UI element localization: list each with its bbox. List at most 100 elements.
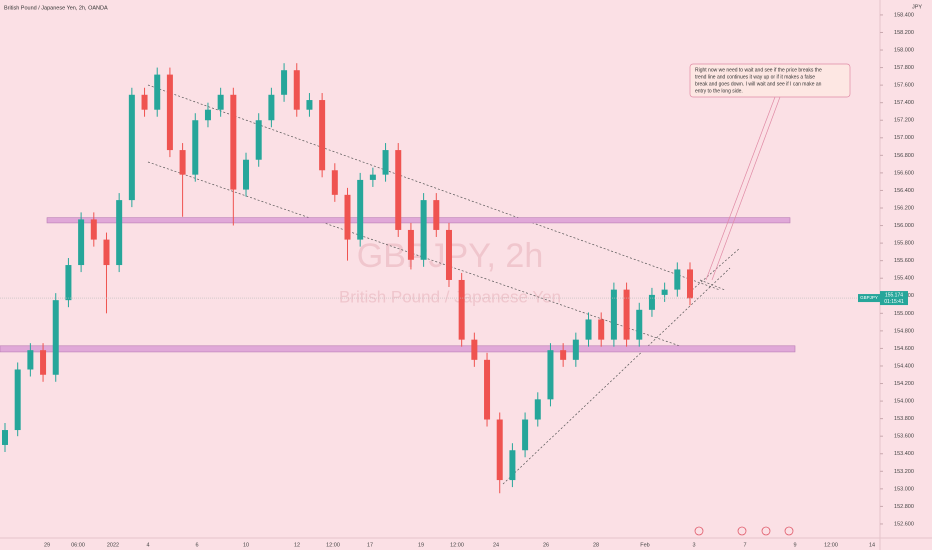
x-tick-label: 12:00 (326, 542, 340, 548)
y-tick-label: 156.400 (894, 188, 914, 194)
y-tick-label: 153.800 (894, 416, 914, 422)
x-tick-label: 29 (44, 542, 50, 548)
callout-line (711, 96, 781, 281)
candle-body (2, 430, 8, 445)
candle-body (598, 319, 605, 340)
x-tick-label: 3 (692, 542, 695, 548)
projection (699, 279, 726, 291)
candle-body (40, 350, 47, 375)
candle-body (509, 450, 516, 481)
annotation-text: break and goes down. I will wait and see… (695, 81, 822, 87)
watermark-subtitle: British Pound / Japanese Yen (339, 287, 561, 306)
last-price: 155.174 (885, 292, 903, 298)
candle-body (281, 70, 288, 95)
candle-body (547, 350, 554, 400)
annotation-text: Right now we need to wait and see if the… (695, 67, 822, 73)
y-tick-label: 154.800 (894, 328, 914, 334)
candle-body (420, 200, 427, 260)
candle-body (128, 94, 135, 201)
y-tick-label: 157.000 (894, 135, 914, 141)
currency-label: JPY (912, 4, 922, 10)
candle-body (648, 294, 655, 310)
annotation (689, 63, 851, 281)
candle-body (179, 150, 186, 175)
candle-body (496, 419, 503, 481)
candle-body (610, 289, 617, 340)
y-tick-label: 156.800 (894, 153, 914, 159)
x-tick-label: 19 (418, 542, 424, 548)
y-tick-label: 153.400 (894, 451, 914, 457)
y-tick-label: 153.200 (894, 469, 914, 475)
y-tick-label: 158.400 (894, 12, 914, 18)
candle-body (572, 339, 579, 360)
countdown: 01:15:41 (884, 299, 904, 305)
projection (691, 247, 741, 291)
y-tick-label: 158.000 (894, 47, 914, 53)
icon (761, 526, 771, 536)
y-tick-label: 155.800 (894, 241, 914, 247)
price-box (880, 291, 908, 306)
candle-body (52, 300, 59, 375)
x-tick-label: 6 (195, 542, 198, 548)
candle-body (382, 150, 389, 175)
marks (0, 63, 796, 494)
candle-body (65, 265, 72, 301)
trend-line (147, 161, 681, 347)
candle-body (306, 100, 313, 110)
candle-body (217, 94, 224, 110)
candle-body (407, 229, 414, 260)
icon (737, 526, 747, 536)
candle-body (230, 94, 237, 190)
candle-body (395, 150, 402, 230)
candle-body (344, 194, 351, 240)
icon (784, 526, 794, 536)
candle-body (458, 279, 465, 340)
candle-body (243, 159, 250, 190)
toolbar-icons (694, 526, 794, 536)
price-tag-symbol: GBPJPY (860, 295, 878, 300)
zone (0, 345, 796, 353)
candle-body (687, 269, 693, 299)
callout-line (705, 96, 776, 281)
candle-body (369, 174, 376, 180)
candle-body (255, 120, 262, 160)
y-tick-label: 155.000 (894, 311, 914, 317)
trend-line (147, 84, 721, 291)
x-tick-label: 9 (793, 542, 796, 548)
x-tick-label: 24 (493, 542, 499, 548)
y-tick-label: 155.400 (894, 276, 914, 282)
y-tick-label: 156.200 (894, 205, 914, 211)
trend-lines (147, 84, 741, 485)
x-tick-label: 10 (243, 542, 249, 548)
candle-body (534, 399, 541, 420)
candle-body (585, 319, 592, 340)
y-tick-label: 156.600 (894, 170, 914, 176)
candle-body (445, 229, 452, 280)
x-tick-label: 12 (294, 542, 300, 548)
y-tick-label: 154.600 (894, 346, 914, 352)
x-tick-label: 14 (869, 542, 875, 548)
annotation-box (689, 63, 851, 98)
candle-body (27, 350, 34, 370)
y-tick-label: 153.600 (894, 434, 914, 440)
x-tick-label: 12:00 (824, 542, 838, 548)
candle-body (90, 219, 97, 240)
y-tick-label: 153.000 (894, 486, 914, 492)
y-tick-label: 157.400 (894, 100, 914, 106)
y-tick-label: 156.000 (894, 223, 914, 229)
y-tick-label: 157.200 (894, 118, 914, 124)
x-tick-label: 06:00 (71, 542, 85, 548)
trend-line (502, 267, 731, 485)
x-tick-label: Feb (640, 542, 649, 548)
candle-body (103, 239, 110, 266)
price-tag (858, 294, 880, 303)
candle-body (471, 339, 478, 360)
candle-body (522, 419, 529, 451)
candle-body (560, 350, 567, 360)
chart-title: British Pound / Japanese Yen, 2h, OANDA (4, 5, 108, 11)
annotation-text: trend line and continues it way up or if… (695, 74, 815, 80)
zone (46, 217, 791, 224)
candle-body (319, 100, 326, 171)
candle-body (636, 309, 643, 340)
